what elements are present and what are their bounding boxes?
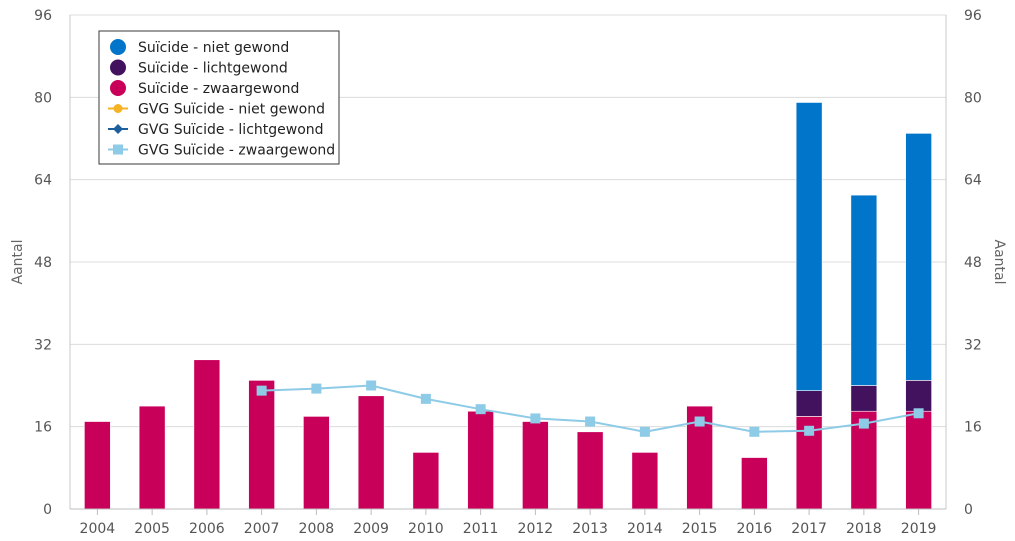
gvg-marker-square bbox=[858, 418, 869, 429]
x-tick-label: 2015 bbox=[682, 521, 718, 537]
bar-segment-su-cide-zwaargewond bbox=[193, 359, 221, 510]
legend-swatch-circle bbox=[110, 59, 126, 76]
bar-segment-su-cide-lichtgewond bbox=[850, 385, 878, 412]
gvg-marker-square bbox=[311, 383, 322, 394]
legend-label: Suïcide - lichtgewond bbox=[138, 61, 288, 77]
x-tick-label: 2014 bbox=[627, 521, 663, 537]
gvg-marker-square bbox=[530, 413, 541, 424]
bar-segment-su-cide-zwaargewond bbox=[905, 410, 932, 510]
legend-label: Suïcide - zwaargewond bbox=[138, 81, 299, 97]
bar-segment-su-cide-niet-gewond bbox=[795, 102, 823, 391]
y-axis-title-right: Aantal bbox=[991, 240, 1007, 285]
x-tick-label: 2006 bbox=[189, 521, 225, 537]
gvg-marker-square bbox=[694, 416, 705, 427]
y-tick-label-left: 16 bbox=[34, 420, 52, 436]
bar-segment-su-cide-lichtgewond bbox=[905, 380, 932, 412]
bar-segment-su-cide-zwaargewond bbox=[741, 457, 768, 510]
gvg-marker-square bbox=[420, 393, 431, 404]
gvg-marker-square bbox=[639, 426, 650, 437]
y-tick-label-right: 0 bbox=[964, 502, 973, 518]
y-tick-label-left: 48 bbox=[34, 255, 52, 271]
x-tick-label: 2010 bbox=[408, 521, 444, 537]
bar-segment-su-cide-zwaargewond bbox=[412, 452, 440, 510]
legend-swatch-circle bbox=[110, 80, 126, 96]
x-tick-label: 2007 bbox=[244, 521, 280, 537]
legend-swatch-diamond bbox=[113, 124, 123, 134]
gvg-marker-square bbox=[366, 380, 377, 391]
x-tick-label: 2012 bbox=[518, 521, 554, 537]
legend: Suïcide - niet gewond Suïcide - lichtgewo… bbox=[98, 30, 340, 165]
legend-label: GVG Suïcide - lichtgewond bbox=[138, 122, 324, 138]
bar-segment-su-cide-zwaargewond bbox=[576, 431, 604, 510]
y-tick-label-right: 32 bbox=[964, 337, 982, 353]
legend-swatch-dot bbox=[113, 104, 123, 113]
axes: 0 0 16 16 32 32 48 48 64 64 80 80 96 96 2004 2005 2006 20… bbox=[10, 8, 1007, 537]
bar-segment-su-cide-zwaargewond bbox=[84, 421, 111, 510]
y-tick-label-right: 16 bbox=[964, 420, 982, 436]
gvg-marker-square bbox=[585, 416, 596, 427]
bar-segment-su-cide-lichtgewond bbox=[795, 390, 823, 417]
bar-segment-su-cide-niet-gewond bbox=[850, 194, 878, 386]
bar-segment-su-cide-zwaargewond bbox=[248, 380, 275, 510]
x-tick-label: 2016 bbox=[737, 521, 773, 537]
y-tick-label-left: 64 bbox=[34, 173, 52, 189]
y-axis-title-left: Aantal bbox=[10, 240, 26, 285]
y-tick-label-right: 48 bbox=[964, 255, 982, 271]
bar-segment-su-cide-zwaargewond bbox=[357, 395, 385, 510]
x-tick-label: 2004 bbox=[80, 521, 116, 537]
legend-label: Suïcide - niet gewond bbox=[138, 40, 289, 56]
legend-box bbox=[98, 30, 340, 165]
x-tick-label: 2018 bbox=[846, 521, 882, 537]
gvg-marker-square bbox=[256, 385, 267, 396]
bar-segment-su-cide-zwaargewond bbox=[631, 452, 659, 510]
legend-label: GVG Suïcide - zwaargewond bbox=[138, 143, 335, 159]
y-tick-label-right: 80 bbox=[964, 90, 982, 106]
bar-segment-su-cide-zwaargewond bbox=[138, 405, 166, 510]
y-tick-label-left: 0 bbox=[43, 502, 52, 518]
x-tick-label: 2009 bbox=[353, 521, 389, 537]
legend-swatch-square bbox=[113, 144, 123, 155]
x-tick-label: 2005 bbox=[134, 521, 170, 537]
bar-segment-su-cide-zwaargewond bbox=[467, 410, 494, 510]
x-tick-label: 2017 bbox=[791, 521, 827, 537]
bar-segment-su-cide-zwaargewond bbox=[303, 416, 330, 510]
bar-segment-su-cide-zwaargewond bbox=[522, 421, 549, 510]
y-tick-label-left: 96 bbox=[34, 8, 52, 24]
legend-swatch-circle bbox=[110, 39, 126, 55]
x-tick-label: 2008 bbox=[299, 521, 335, 537]
x-tick-label: 2013 bbox=[572, 521, 608, 537]
y-tick-label-left: 32 bbox=[34, 337, 52, 353]
y-tick-label-right: 64 bbox=[964, 173, 982, 189]
y-tick-label-left: 80 bbox=[34, 90, 52, 106]
gvg-marker-square bbox=[913, 408, 924, 419]
x-tick-label: 2019 bbox=[901, 521, 937, 537]
legend-label: GVG Suïcide - niet gewond bbox=[138, 102, 325, 118]
gvg-line-series bbox=[256, 380, 924, 437]
y-tick-label-right: 96 bbox=[964, 8, 982, 24]
gvg-marker-square bbox=[475, 404, 486, 415]
x-tick-label: 2011 bbox=[463, 521, 499, 537]
gvg-marker-square bbox=[749, 426, 760, 437]
bar-segment-su-cide-niet-gewond bbox=[905, 133, 932, 381]
gvg-marker-square bbox=[804, 425, 815, 436]
bar-series bbox=[84, 102, 932, 510]
